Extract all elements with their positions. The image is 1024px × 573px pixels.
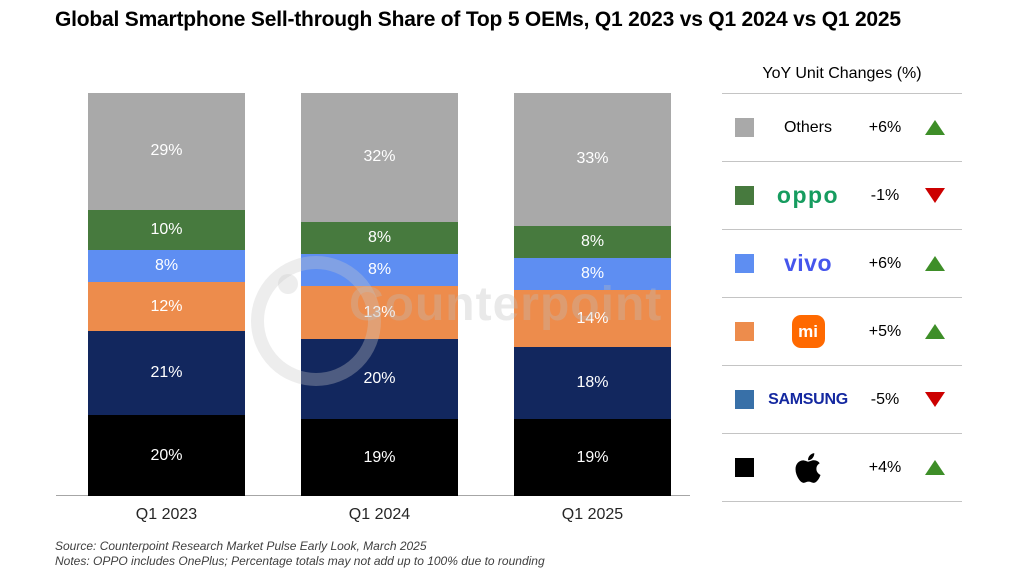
legend-swatch-others xyxy=(735,118,754,137)
bar-segment-xiaomi: 13% xyxy=(301,286,458,339)
legend-row-apple: +4% xyxy=(722,433,962,501)
x-axis-label-q1-2023: Q1 2023 xyxy=(135,506,198,523)
bar-segment-samsung: 20% xyxy=(301,338,458,420)
footer-notes: Source: Counterpoint Research Market Pul… xyxy=(55,539,545,569)
bar-segment-value: 20% xyxy=(150,446,183,464)
bar-segment-value: 18% xyxy=(576,374,609,392)
bar-segment-oppo: 8% xyxy=(301,221,458,255)
bar-segment-value: 29% xyxy=(150,142,183,160)
trend-icon-samsung xyxy=(925,392,945,407)
x-axis-label-q1-2024: Q1 2024 xyxy=(348,506,411,523)
bar-segment-value: 14% xyxy=(576,309,609,327)
bar-segment-value: 19% xyxy=(363,448,396,466)
bar-segment-value: 19% xyxy=(576,448,609,466)
legend-row-oppo: oppo -1% xyxy=(722,161,962,229)
legend-row-others: Others +6% xyxy=(722,93,962,161)
trend-icon-others xyxy=(925,120,945,135)
legend-change-oppo: -1% xyxy=(870,186,900,204)
bar-segment-value: 8% xyxy=(367,229,392,247)
bar-q1-2024: 32% 8% 8% 13% 20% 19% xyxy=(301,93,458,496)
bar-segment-value: 8% xyxy=(580,233,605,251)
legend-change-samsung: -5% xyxy=(870,390,900,408)
bar-q1-2025: 33% 8% 8% 14% 18% 19% xyxy=(514,93,671,496)
bar-segment-value: 21% xyxy=(150,364,183,382)
trend-icon-oppo xyxy=(925,188,945,203)
bar-segment-others: 32% xyxy=(301,93,458,222)
legend-change-apple: +4% xyxy=(868,458,902,476)
legend-row-samsung: SAMSUNG -5% xyxy=(722,365,962,433)
trend-icon-apple xyxy=(925,460,945,475)
bar-segment-xiaomi: 12% xyxy=(88,282,245,331)
bar-segment-vivo: 8% xyxy=(301,254,458,287)
samsung-logo-icon: SAMSUNG xyxy=(768,390,848,408)
legend-swatch-vivo xyxy=(735,254,754,273)
legend-rows: Others +6% oppo -1% vivo +6% mi +5% xyxy=(722,93,962,502)
legend-swatch-samsung xyxy=(735,390,754,409)
legend-swatch-xiaomi xyxy=(735,322,754,341)
bar-segment-xiaomi: 14% xyxy=(514,290,671,347)
legend-row-vivo: vivo +6% xyxy=(722,229,962,297)
oppo-logo-icon: oppo xyxy=(776,182,840,208)
legend-panel: YoY Unit Changes (%) Others +6% oppo -1%… xyxy=(722,55,962,502)
xiaomi-mi-logo-icon: mi xyxy=(791,315,825,348)
bar-segment-vivo: 8% xyxy=(514,258,671,291)
bar-segment-value: 10% xyxy=(150,221,183,238)
bar-segment-others: 29% xyxy=(88,93,245,210)
legend-label-others: Others xyxy=(783,118,832,136)
legend-change-others: +6% xyxy=(868,118,902,136)
source-line: Source: Counterpoint Research Market Pul… xyxy=(55,539,427,553)
bar-segment-value: 33% xyxy=(576,150,609,168)
notes-line: Notes: OPPO includes OnePlus; Percentage… xyxy=(55,554,545,568)
legend-title: YoY Unit Changes (%) xyxy=(762,65,922,82)
bar-segment-others: 33% xyxy=(514,93,671,226)
trend-icon-vivo xyxy=(925,256,945,271)
bar-segment-value: 20% xyxy=(363,370,396,388)
bar-segment-apple: 19% xyxy=(514,419,671,496)
legend-change-vivo: +6% xyxy=(868,254,902,272)
bar-segment-oppo: 10% xyxy=(88,209,245,251)
legend-swatch-apple xyxy=(735,458,754,477)
bar-segment-value: 13% xyxy=(363,303,396,321)
x-axis-label-q1-2025: Q1 2025 xyxy=(561,506,624,523)
legend-swatch-oppo xyxy=(735,186,754,205)
bar-segment-value: 12% xyxy=(150,297,183,315)
legend-change-xiaomi: +5% xyxy=(868,322,902,340)
bar-segment-samsung: 18% xyxy=(514,346,671,420)
bar-segment-oppo: 8% xyxy=(514,225,671,259)
apple-logo-icon xyxy=(759,451,857,485)
bar-segment-apple: 20% xyxy=(88,415,245,496)
trend-icon-xiaomi xyxy=(925,324,945,339)
mi-logo-text: mi xyxy=(798,321,818,341)
bar-segment-value: 8% xyxy=(154,257,179,275)
bar-segment-apple: 19% xyxy=(301,419,458,496)
bar-q1-2023: 29% 10% 8% 12% 21% 20% xyxy=(88,93,245,496)
bar-segment-vivo: 8% xyxy=(88,250,245,283)
bar-segment-samsung: 21% xyxy=(88,330,245,416)
bar-segment-value: 32% xyxy=(363,148,396,166)
vivo-logo-icon: vivo xyxy=(783,250,833,276)
legend-row-xiaomi: mi +5% xyxy=(722,297,962,365)
chart-title: Global Smartphone Sell-through Share of … xyxy=(55,8,901,31)
bar-segment-value: 8% xyxy=(580,265,605,283)
bar-segment-value: 8% xyxy=(367,261,392,279)
